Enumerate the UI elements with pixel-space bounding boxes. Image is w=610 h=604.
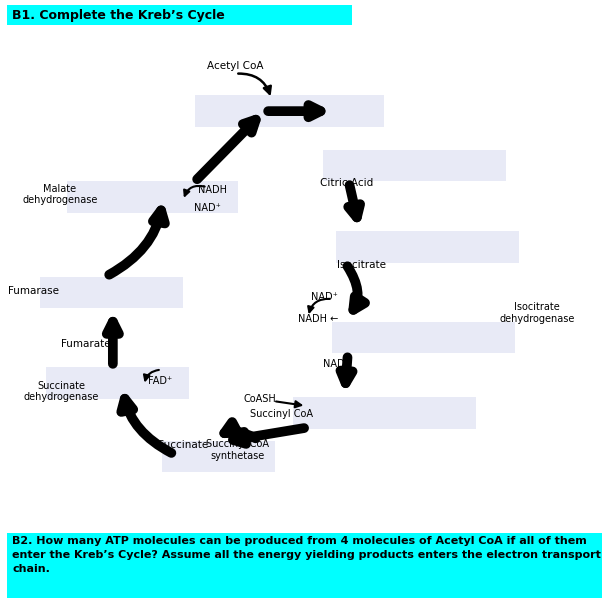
Text: Malate
dehydrogenase: Malate dehydrogenase bbox=[22, 184, 98, 205]
FancyBboxPatch shape bbox=[7, 533, 602, 598]
Text: NAD⁺: NAD⁺ bbox=[311, 292, 338, 302]
Text: Succinyl CoA: Succinyl CoA bbox=[250, 409, 313, 419]
FancyBboxPatch shape bbox=[7, 5, 352, 25]
Text: NADH ←: NADH ← bbox=[298, 314, 338, 324]
Text: CoASH: CoASH bbox=[244, 394, 277, 403]
Text: Succinate: Succinate bbox=[157, 440, 209, 449]
Text: NAD⁺: NAD⁺ bbox=[194, 203, 221, 213]
Text: B2. How many ATP molecules can be produced from 4 molecules of Acetyl CoA if all: B2. How many ATP molecules can be produc… bbox=[12, 536, 601, 574]
FancyBboxPatch shape bbox=[195, 95, 384, 127]
Text: Isocitrate: Isocitrate bbox=[337, 260, 386, 270]
Text: NAD⁺: NAD⁺ bbox=[323, 359, 350, 368]
FancyBboxPatch shape bbox=[40, 277, 183, 308]
FancyBboxPatch shape bbox=[67, 181, 238, 213]
FancyBboxPatch shape bbox=[332, 322, 515, 353]
Text: Succinate
dehydrogenase: Succinate dehydrogenase bbox=[23, 381, 99, 402]
Text: Fumarate: Fumarate bbox=[60, 339, 110, 349]
FancyBboxPatch shape bbox=[46, 367, 189, 399]
FancyBboxPatch shape bbox=[162, 441, 274, 472]
Text: Isocitrate
dehydrogenase: Isocitrate dehydrogenase bbox=[499, 302, 575, 324]
FancyBboxPatch shape bbox=[336, 231, 518, 263]
Text: Citric Acid: Citric Acid bbox=[320, 178, 373, 188]
Text: FAD⁺: FAD⁺ bbox=[148, 376, 172, 385]
Text: NADH: NADH bbox=[198, 185, 228, 194]
FancyBboxPatch shape bbox=[293, 397, 476, 429]
FancyBboxPatch shape bbox=[323, 150, 506, 181]
Text: B1. Complete the Kreb’s Cycle: B1. Complete the Kreb’s Cycle bbox=[12, 9, 225, 22]
Text: Succinyl CoA
synthetase: Succinyl CoA synthetase bbox=[206, 439, 270, 461]
Text: Acetyl CoA: Acetyl CoA bbox=[207, 61, 263, 71]
Text: Fumarase: Fumarase bbox=[8, 286, 59, 296]
